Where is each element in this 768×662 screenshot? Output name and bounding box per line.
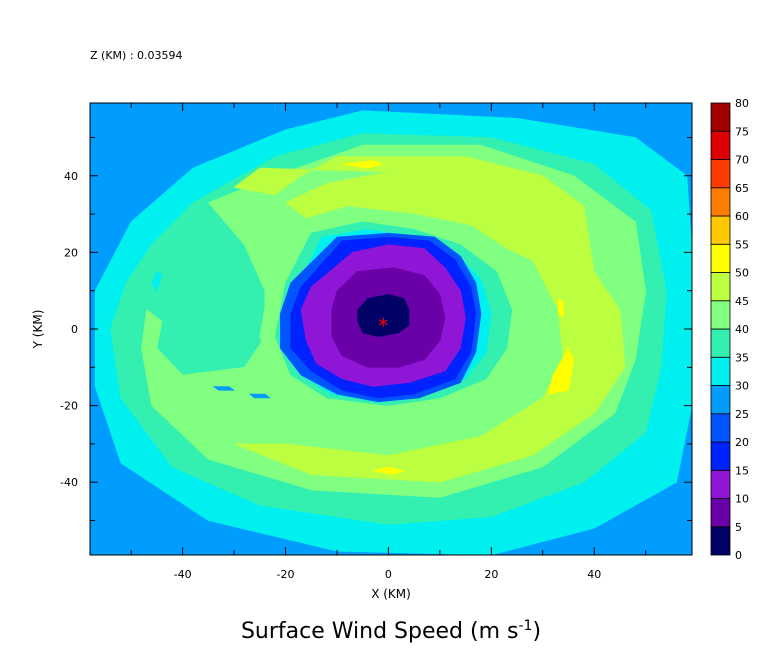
- colorbar-swatch: [710, 215, 731, 245]
- contour-region-50-17: [557, 298, 564, 318]
- colorbar-label: 40: [735, 323, 749, 336]
- contour-region-0-13: [357, 294, 410, 338]
- y-tick-label: 20: [64, 246, 78, 259]
- x-tick-label: 40: [587, 568, 601, 581]
- colorbar-swatch: [710, 130, 731, 160]
- colorbar-swatch: [710, 441, 731, 471]
- colorbar-label: 25: [735, 408, 749, 421]
- colorbar-swatch: [710, 159, 731, 189]
- colorbar-label: 10: [735, 493, 749, 506]
- contour-region-30-18: [151, 271, 163, 292]
- colorbar-swatch: [710, 300, 731, 330]
- colorbar-swatch: [710, 526, 731, 556]
- colorbar-label: 55: [735, 238, 749, 251]
- colorbar-label: 30: [735, 380, 749, 393]
- chart-title-exponent: -1: [518, 618, 532, 634]
- x-tick-label: 20: [484, 568, 498, 581]
- colorbar-swatch: [710, 102, 731, 132]
- chart-title: Surface Wind Speed (m s-1): [241, 618, 541, 644]
- storm-center-layer: *: [378, 314, 388, 338]
- y-tick-label: -40: [60, 476, 78, 489]
- colorbar-swatch: [710, 385, 731, 415]
- x-tick-label: -20: [277, 568, 295, 581]
- chart-title-close: ): [532, 619, 541, 644]
- contour-region-50-15: [547, 347, 575, 395]
- colorbar-label: 65: [735, 182, 749, 195]
- colorbar-label: 80: [735, 97, 749, 110]
- contour-region-45-5: [233, 156, 626, 483]
- colorbar-swatch: [710, 243, 731, 273]
- colorbar: 0 5 10 15 20 25 30 35 40 45 50 55 60 65 70 75 80: [710, 97, 749, 562]
- colorbar-swatch: [710, 356, 731, 386]
- colorbar-label: 35: [735, 351, 749, 364]
- colorbar-label: 75: [735, 125, 749, 138]
- contour-region-50-14: [341, 160, 384, 169]
- x-tick-label: -40: [174, 568, 192, 581]
- x-axis-title: X (KM): [371, 587, 411, 601]
- colorbar-swatch: [710, 187, 731, 217]
- z-level-label: Z (KM) : 0.03594: [90, 49, 183, 62]
- colorbar-label: 70: [735, 154, 749, 167]
- y-tick-label: 40: [64, 170, 78, 183]
- y-axis: 40 20 0 -20 -40: [60, 136, 692, 522]
- chart-title-text: Surface Wind Speed (m s: [241, 619, 519, 644]
- colorbar-swatch: [710, 413, 731, 443]
- colorbar-swatch: [710, 272, 731, 302]
- colorbar-swatch: [710, 498, 731, 528]
- colorbar-label: 45: [735, 295, 749, 308]
- x-axis: -40 -20 0 20 40: [130, 103, 647, 581]
- contour-region-50-16: [372, 466, 405, 475]
- y-tick-label: 0: [71, 323, 78, 336]
- colorbar-label: 5: [735, 521, 742, 534]
- y-axis-title: Y (KM): [31, 310, 45, 350]
- contour-fill-layer: [90, 103, 692, 555]
- colorbar-swatch: [710, 469, 731, 499]
- y-tick-label: -20: [60, 400, 78, 413]
- contour-region-25-20: [249, 393, 271, 399]
- colorbar-label: 20: [735, 436, 749, 449]
- x-tick-label: 0: [385, 568, 392, 581]
- colorbar-label: 50: [735, 267, 749, 280]
- colorbar-label: 15: [735, 464, 749, 477]
- plot-area: * -40 -20 0 20 40 40 20 0 -20 -40: [60, 102, 693, 581]
- storm-center-marker: *: [378, 314, 388, 338]
- contour-region-25-19: [213, 386, 235, 391]
- colorbar-label: 0: [735, 549, 742, 562]
- colorbar-label: 60: [735, 210, 749, 223]
- colorbar-swatch: [710, 328, 731, 358]
